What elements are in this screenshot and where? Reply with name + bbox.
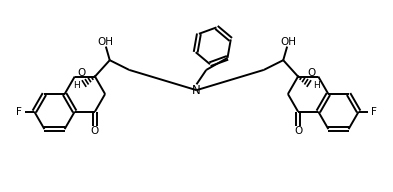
Text: O: O [91,126,99,136]
Text: F: F [371,107,377,117]
Text: F: F [16,107,22,117]
Text: O: O [77,68,86,78]
Text: OH: OH [280,37,296,47]
Text: OH: OH [97,37,113,47]
Text: H: H [73,81,80,90]
Text: O: O [294,126,302,136]
Text: N: N [192,84,201,97]
Text: O: O [307,68,316,78]
Text: H: H [313,81,320,90]
